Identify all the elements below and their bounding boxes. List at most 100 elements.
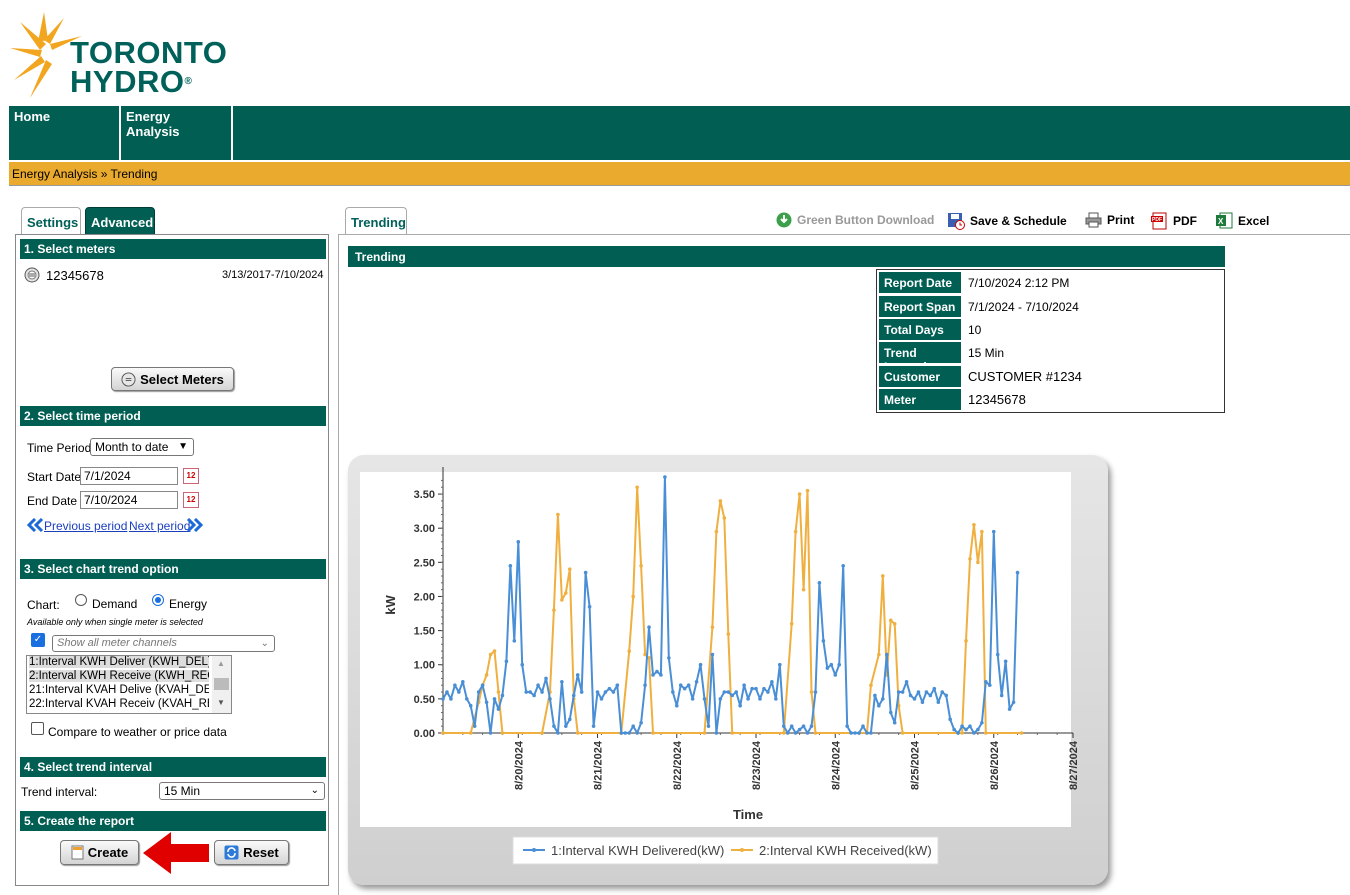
energy-radio[interactable] xyxy=(152,594,164,606)
data-point-series-2 xyxy=(797,492,802,496)
channel-option[interactable]: 2:Interval KWH Receive (KWH_REC xyxy=(29,670,209,682)
meter-icon xyxy=(24,267,40,283)
data-point-series-1 xyxy=(484,700,489,705)
data-point-series-1 xyxy=(564,724,568,728)
data-point-series-1 xyxy=(508,563,513,568)
data-point-series-1 xyxy=(544,676,548,681)
create-button[interactable]: Create xyxy=(60,840,139,865)
channel-filter-select[interactable]: Show all meter channels ⌄ xyxy=(52,635,275,652)
data-point-series-1 xyxy=(567,717,572,722)
scroll-up-icon[interactable]: ▲ xyxy=(217,659,225,668)
green-download-icon xyxy=(776,212,792,228)
y-tick-label: 0.50 xyxy=(414,694,435,706)
section-select-meters-header: 1. Select meters xyxy=(20,239,326,259)
data-point-series-1 xyxy=(643,683,647,688)
data-point-series-1 xyxy=(762,686,766,691)
report-info-row: Total Days 10 xyxy=(879,319,1222,340)
channel-listbox[interactable]: 1:Interval KWH Deliver (KWH_DEL) 2:Inter… xyxy=(26,655,232,714)
data-point-series-1 xyxy=(825,666,830,670)
data-point-series-1 xyxy=(651,673,655,677)
start-date-input[interactable]: 7/1/2024 xyxy=(80,467,178,485)
scroll-down-icon[interactable]: ▼ xyxy=(217,698,225,707)
report-info-table: Report Date 7/10/2024 2:12 PM Report Span… xyxy=(876,269,1225,413)
svg-text:PDF: PDF xyxy=(1152,217,1162,223)
tab-advanced[interactable]: Advanced xyxy=(85,207,155,235)
report-info-key: Report Date xyxy=(879,272,961,293)
data-point-series-2 xyxy=(964,639,968,643)
data-point-series-1 xyxy=(991,529,996,534)
trend-interval-select[interactable]: 15 Min ⌄ xyxy=(159,782,325,800)
double-chevron-right-icon[interactable] xyxy=(186,518,203,532)
data-point-series-1 xyxy=(976,727,980,732)
green-button-download[interactable]: Green Button Download xyxy=(776,212,934,228)
data-point-series-1 xyxy=(987,683,992,688)
data-point-series-2 xyxy=(877,652,881,657)
data-point-series-2 xyxy=(714,529,719,534)
select-meters-button[interactable]: Select Meters xyxy=(111,367,234,391)
nav-home[interactable]: Home xyxy=(14,109,51,124)
data-point-series-2 xyxy=(968,557,972,561)
data-point-series-1 xyxy=(960,724,964,728)
tab-trending[interactable]: Trending xyxy=(345,207,407,235)
listbox-scrollbar[interactable]: ▲ ▼ xyxy=(212,656,231,713)
channel-option[interactable]: 22:Interval KVAH Receiv (KVAH_RE xyxy=(29,698,209,710)
data-point-series-2 xyxy=(567,567,572,571)
data-point-series-1 xyxy=(956,731,960,735)
report-info-key: Total Days xyxy=(879,319,961,340)
data-point-series-1 xyxy=(900,690,905,694)
data-point-series-2 xyxy=(564,591,568,595)
data-point-series-2 xyxy=(441,731,445,735)
data-point-series-1 xyxy=(710,652,715,657)
tab-settings[interactable]: Settings xyxy=(21,207,81,235)
data-point-series-2 xyxy=(972,522,976,527)
time-period-value: Month to date xyxy=(95,440,169,454)
channel-option[interactable]: 21:Interval KVAH Delive (KVAH_DEL xyxy=(29,684,209,696)
report-info-row: Report Span 7/1/2024 - 7/10/2024 xyxy=(879,296,1222,317)
data-point-series-2 xyxy=(869,683,873,688)
scrollbar-thumb[interactable] xyxy=(214,678,229,690)
data-point-series-2 xyxy=(552,608,556,612)
reset-button[interactable]: Reset xyxy=(214,840,289,865)
print-button[interactable]: Print xyxy=(1085,212,1134,228)
data-point-series-2 xyxy=(976,560,980,565)
meter-id[interactable]: 12345678 xyxy=(46,268,104,283)
data-point-series-1 xyxy=(766,690,770,694)
report-info-row: Trend Interval 15 Min xyxy=(879,342,1222,374)
data-point-series-2 xyxy=(488,652,493,657)
content-divider xyxy=(338,234,1350,235)
previous-period-link[interactable]: Previous period xyxy=(44,519,128,533)
nav-energy-analysis[interactable]: Energy Analysis xyxy=(126,109,180,139)
compare-weather-checkbox[interactable] xyxy=(31,722,44,735)
calendar-icon[interactable]: 12 xyxy=(183,468,199,484)
data-point-series-1 xyxy=(809,724,814,728)
end-date-input[interactable]: 7/10/2024 xyxy=(80,491,178,509)
time-period-label: Time Period xyxy=(27,441,92,455)
calendar-icon[interactable]: 12 xyxy=(183,492,199,508)
data-point-series-1 xyxy=(536,683,540,688)
section-time-period-header: 2. Select time period xyxy=(20,406,326,426)
data-point-series-1 xyxy=(730,693,735,698)
data-point-series-2 xyxy=(468,731,473,735)
data-point-series-1 xyxy=(468,703,473,708)
data-point-series-1 xyxy=(726,690,731,694)
y-tick-label: 3.00 xyxy=(414,523,435,535)
report-info-row: Customer CUSTOMER #1234 xyxy=(879,366,1222,387)
next-period-link[interactable]: Next period xyxy=(129,519,191,533)
double-chevron-left-icon[interactable] xyxy=(27,518,44,532)
data-point-series-1 xyxy=(635,731,639,735)
save-schedule-button[interactable]: Save & Schedule xyxy=(947,212,1067,230)
toronto-hydro-logo[interactable]: TORONTO HYDRO® xyxy=(8,10,238,100)
data-point-series-2 xyxy=(813,731,818,735)
demand-radio[interactable] xyxy=(75,594,87,606)
reset-label: Reset xyxy=(243,845,279,860)
pdf-button[interactable]: PDF PDF xyxy=(1151,212,1197,230)
channel-option[interactable]: 1:Interval KWH Deliver (KWH_DEL) xyxy=(29,656,209,668)
channels-checkbox[interactable]: ✓ xyxy=(31,633,45,647)
report-info-key: Trend Interval xyxy=(879,342,961,374)
data-point-series-2 xyxy=(888,618,893,623)
time-period-select[interactable]: Month to date ▼ xyxy=(90,438,194,456)
excel-button[interactable]: X Excel xyxy=(1216,212,1269,229)
data-point-series-1 xyxy=(944,693,949,698)
data-point-series-1 xyxy=(1011,700,1016,705)
meter-date-range: 3/13/2017-7/10/2024 xyxy=(222,269,324,281)
